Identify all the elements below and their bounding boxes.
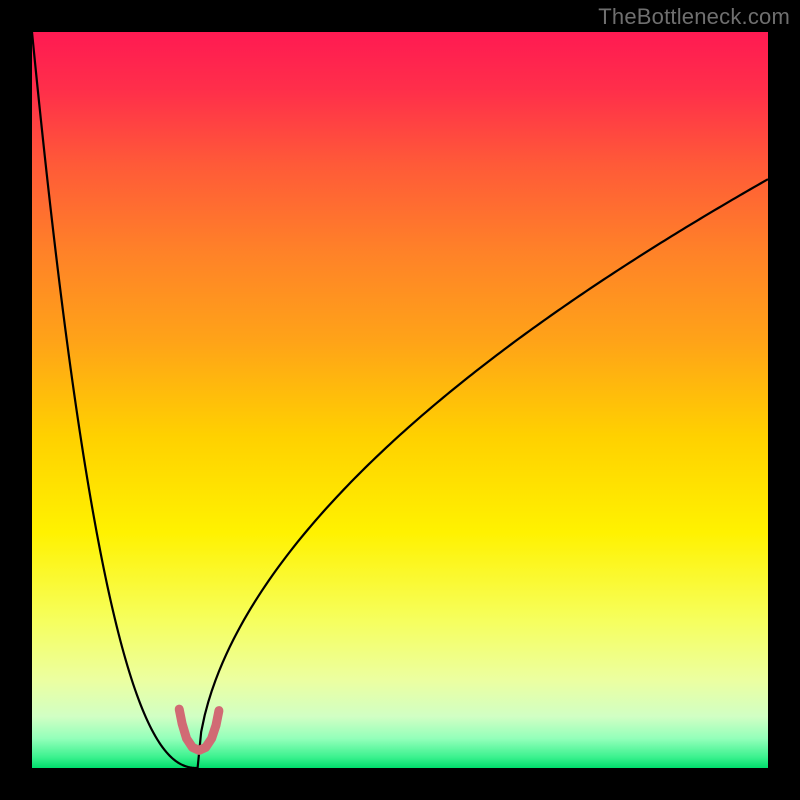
chart-stage: TheBottleneck.com [0,0,800,800]
plot-background [32,32,768,768]
plot-svg [0,0,800,800]
watermark-text: TheBottleneck.com [598,4,790,30]
